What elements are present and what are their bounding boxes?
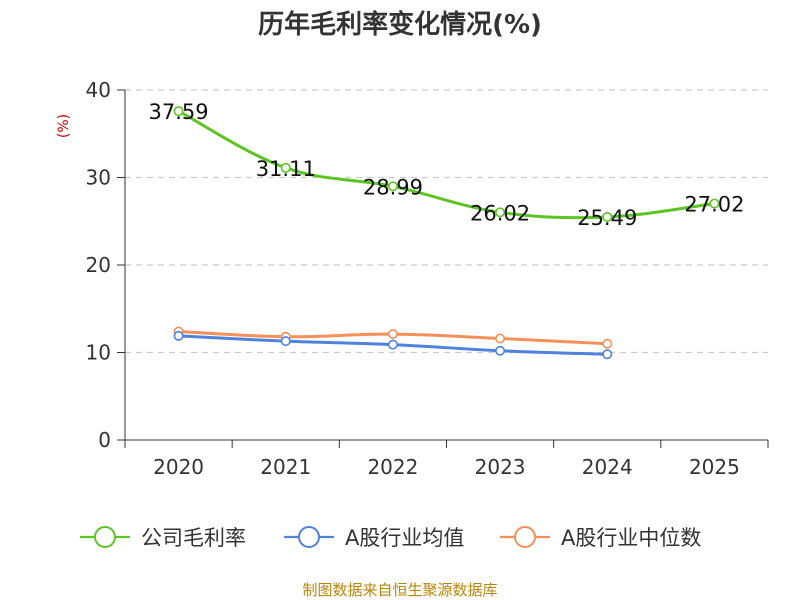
data-point	[495, 345, 506, 356]
data-label: 27.02	[684, 193, 744, 217]
data-label: 25.49	[577, 206, 637, 230]
data-point	[602, 349, 613, 360]
x-tick-label: 2020	[153, 455, 204, 479]
y-tick-label: 30	[86, 166, 111, 190]
legend-marker	[298, 526, 320, 548]
series-2	[173, 330, 613, 360]
series-line	[177, 109, 716, 220]
series-1	[173, 106, 720, 222]
legend-label: A股行业中位数	[561, 526, 701, 550]
legend-item-2[interactable]: A股行业均值	[284, 526, 464, 550]
x-tick-label: 2023	[475, 455, 526, 479]
data-point	[387, 329, 398, 340]
x-tick-label: 2022	[367, 455, 418, 479]
data-point	[387, 181, 398, 192]
data-point	[387, 339, 398, 350]
grid	[125, 89, 768, 354]
series	[173, 106, 720, 360]
data-point	[173, 330, 184, 341]
axes: 0 10 20 30 40 2020 2021 2022 2023 2024 2025	[86, 78, 769, 479]
y-tick-label: 0	[98, 428, 111, 452]
data-point	[602, 211, 613, 222]
y-axis-label: (%)	[56, 114, 72, 138]
data-label: 31.11	[256, 157, 316, 181]
legend-marker	[514, 526, 536, 548]
data-point	[495, 333, 506, 344]
data-label: 26.02	[470, 201, 530, 225]
chart-title: 历年毛利率变化情况(%)	[258, 9, 542, 40]
data-point	[495, 207, 506, 218]
data-point	[602, 338, 613, 349]
legend: 公司毛利率 A股行业均值 A股行业中位数	[80, 526, 701, 550]
data-labels: 37.59 31.11 28.99 26.02 25.49 27.02	[149, 100, 745, 230]
x-tick-label: 2021	[260, 455, 311, 479]
legend-label: 公司毛利率	[141, 526, 246, 550]
data-label: 37.59	[149, 100, 209, 124]
data-point	[280, 336, 291, 347]
y-tick-label: 40	[86, 78, 111, 102]
legend-item-3[interactable]: A股行业中位数	[500, 526, 701, 550]
data-point	[280, 162, 291, 173]
legend-item-1[interactable]: 公司毛利率	[80, 526, 246, 550]
data-point	[173, 106, 184, 117]
y-tick-label: 20	[86, 253, 111, 277]
legend-marker	[94, 526, 116, 548]
legend-label: A股行业均值	[345, 526, 464, 550]
y-tick-label: 10	[86, 341, 111, 365]
source-note: 制图数据来自恒生聚源数据库	[302, 581, 497, 599]
data-label: 28.99	[363, 175, 423, 199]
data-point	[709, 198, 720, 209]
x-tick-label: 2024	[582, 455, 633, 479]
x-tick-label: 2025	[689, 455, 740, 479]
